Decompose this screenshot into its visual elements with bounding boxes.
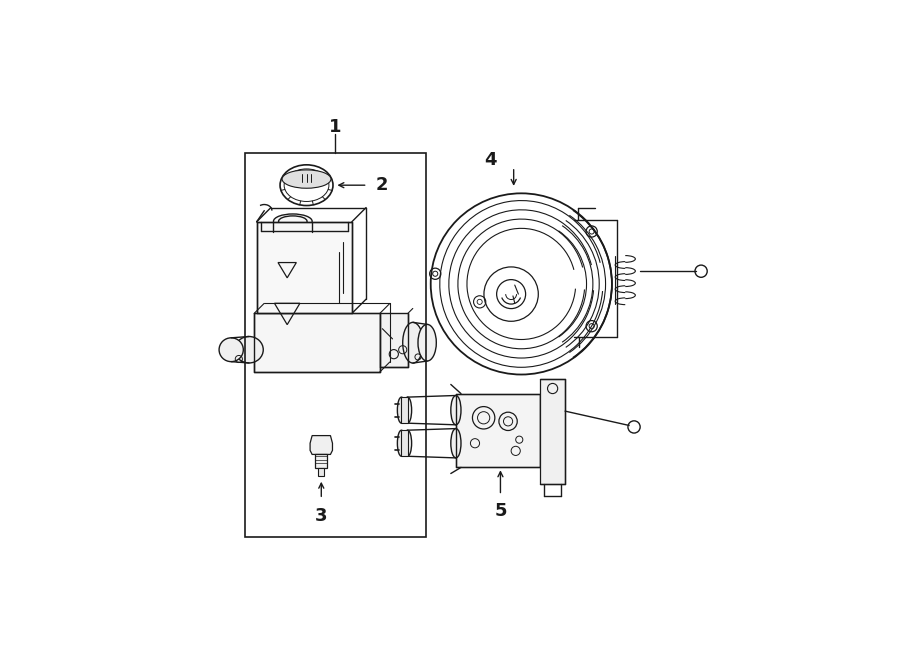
Ellipse shape <box>451 428 461 458</box>
Polygon shape <box>254 313 380 372</box>
Ellipse shape <box>282 170 331 188</box>
Ellipse shape <box>280 165 333 206</box>
Text: 1: 1 <box>329 118 341 136</box>
Polygon shape <box>540 379 565 484</box>
Polygon shape <box>256 222 352 313</box>
Ellipse shape <box>284 169 328 202</box>
Text: 2: 2 <box>375 176 388 194</box>
Polygon shape <box>380 313 408 367</box>
Polygon shape <box>401 397 408 423</box>
Text: 3: 3 <box>315 507 328 525</box>
Text: 4: 4 <box>484 151 497 169</box>
Ellipse shape <box>279 216 307 227</box>
Text: 5: 5 <box>494 502 507 520</box>
Ellipse shape <box>402 323 423 363</box>
Bar <box>245 153 426 537</box>
Ellipse shape <box>418 325 436 361</box>
Ellipse shape <box>398 430 406 456</box>
Polygon shape <box>315 454 328 468</box>
Polygon shape <box>401 430 408 456</box>
Polygon shape <box>456 393 540 467</box>
Ellipse shape <box>235 336 264 363</box>
Ellipse shape <box>398 397 406 423</box>
Polygon shape <box>319 468 324 477</box>
Ellipse shape <box>274 214 312 229</box>
Ellipse shape <box>403 430 411 456</box>
Polygon shape <box>310 436 332 454</box>
Ellipse shape <box>451 395 461 425</box>
Ellipse shape <box>403 397 411 423</box>
Ellipse shape <box>219 338 243 362</box>
